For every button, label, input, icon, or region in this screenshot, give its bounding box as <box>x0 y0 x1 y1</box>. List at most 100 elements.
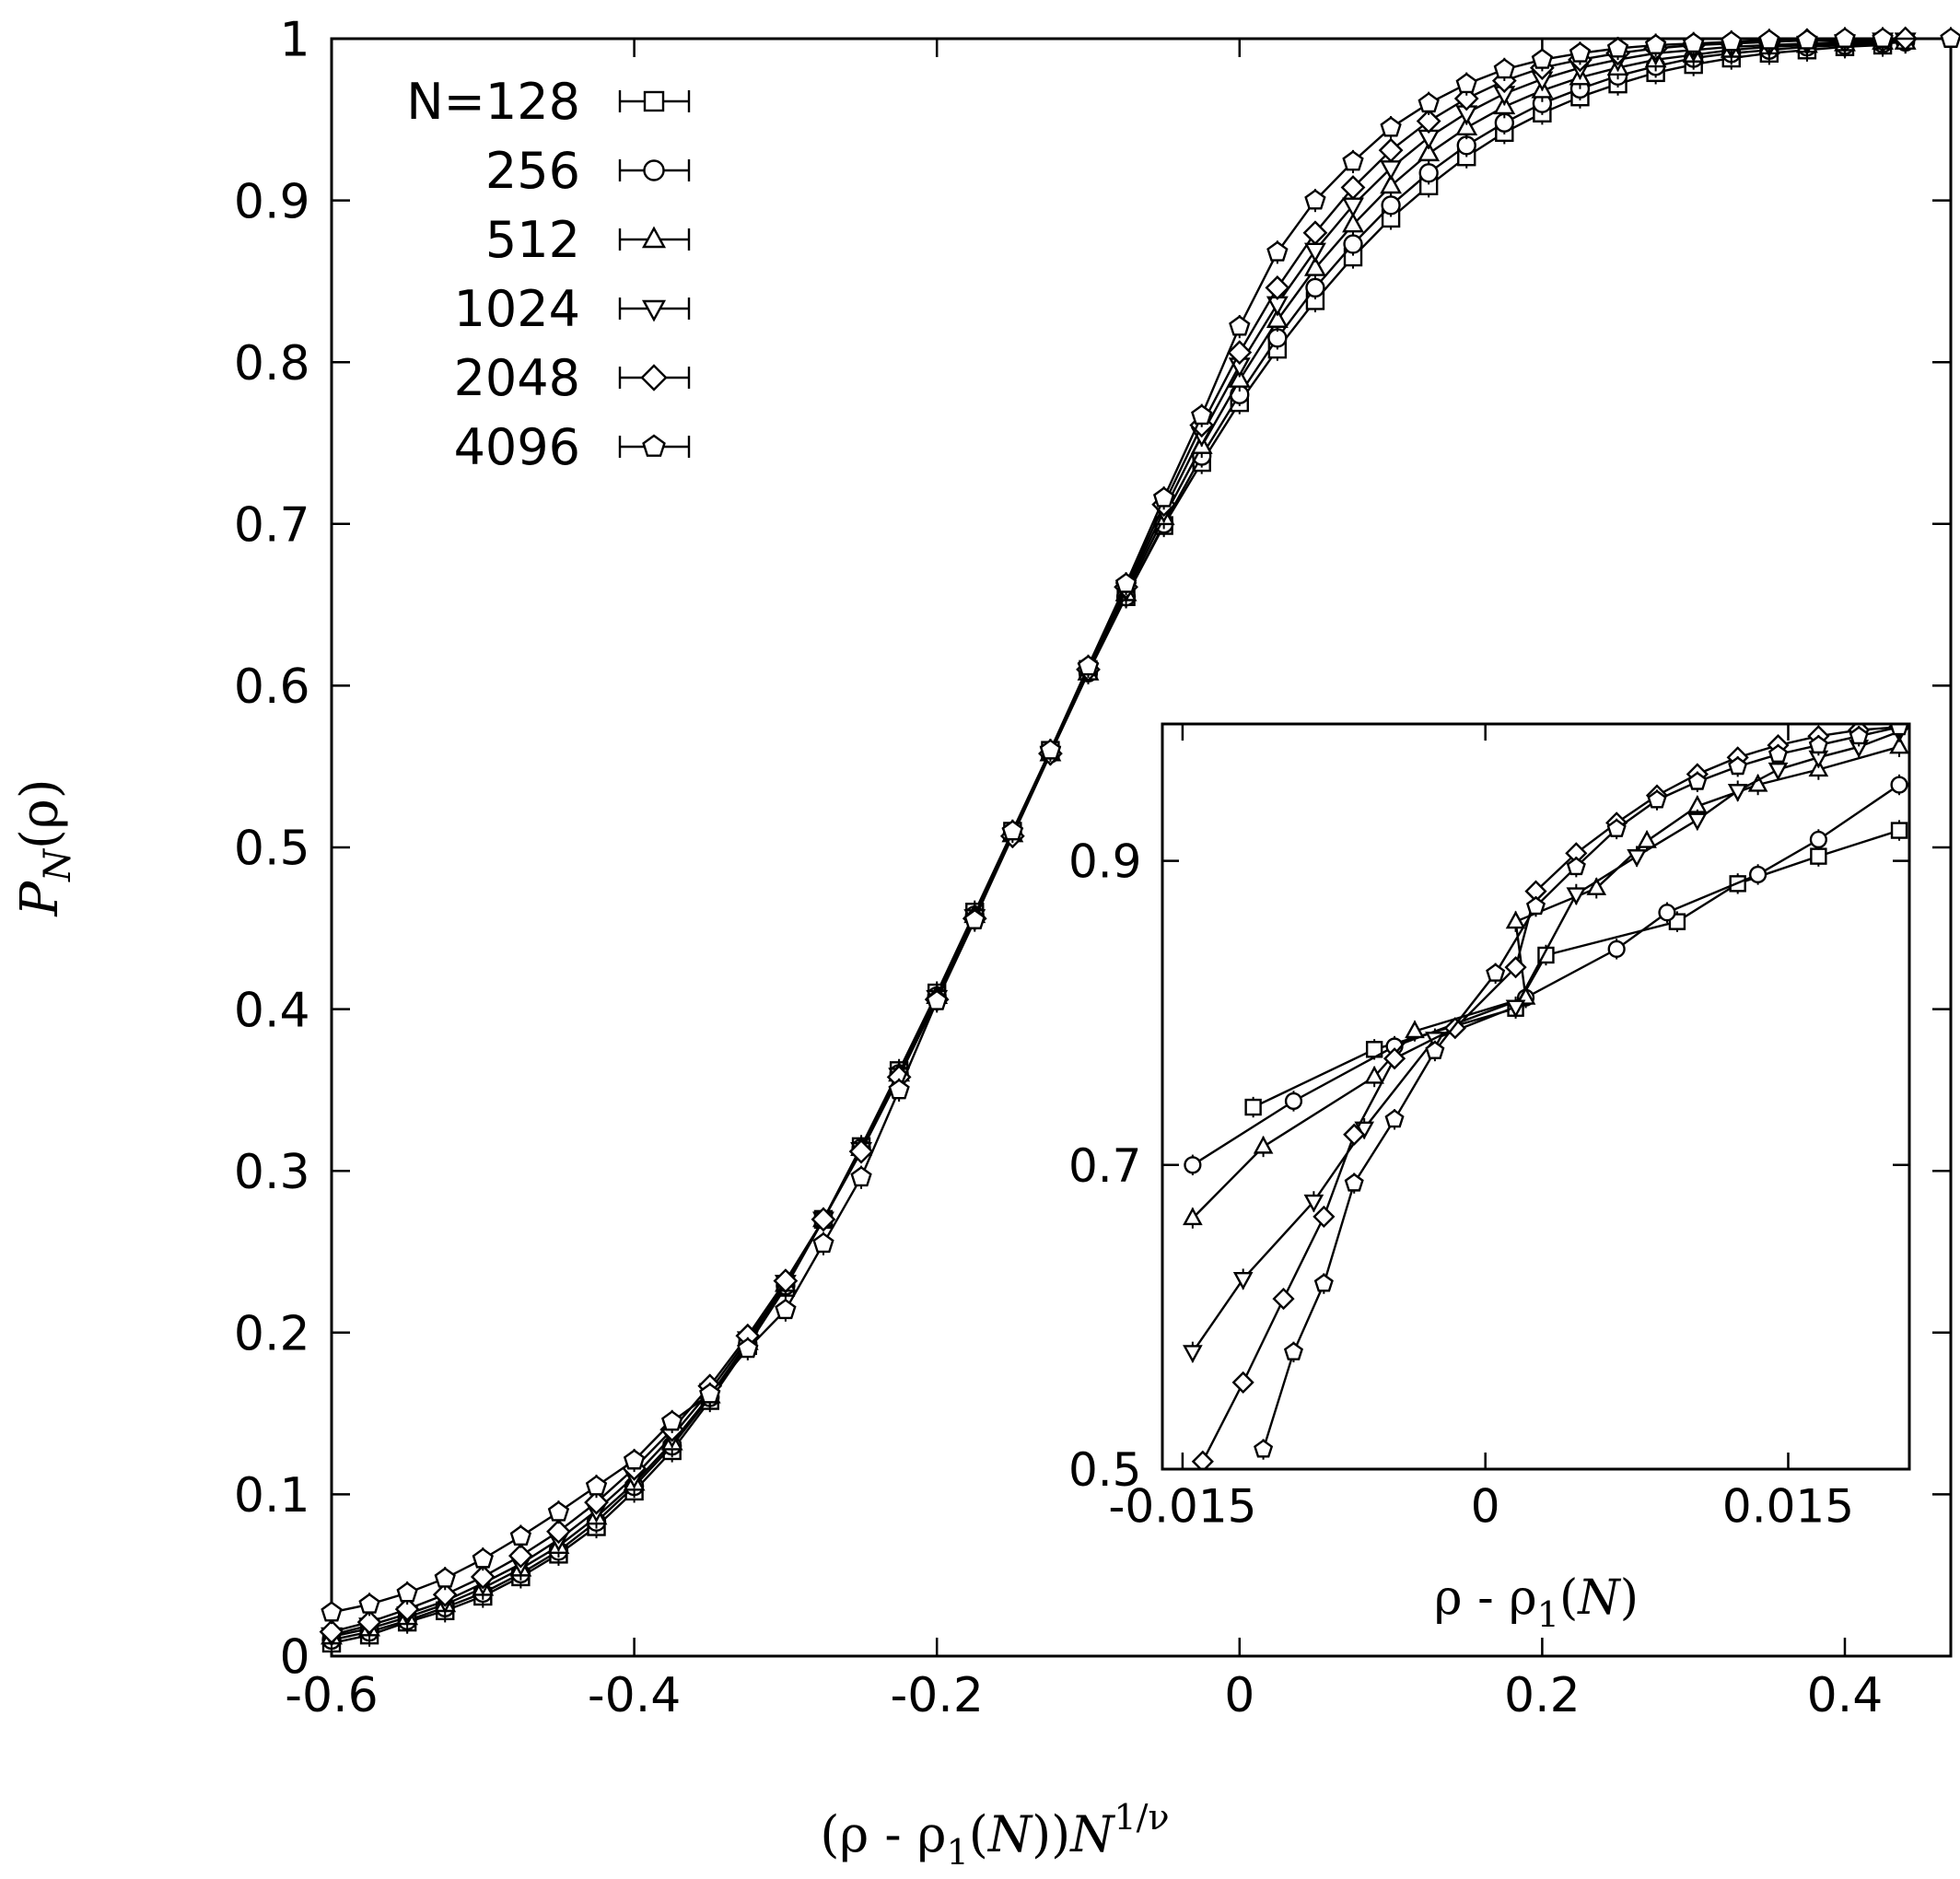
inset-x-tick-label: 0 <box>1471 1480 1500 1534</box>
main-series-4096 <box>321 27 1960 1625</box>
main-data-point-4096 <box>1834 27 1856 48</box>
main-y-tick-label: 0 <box>280 1630 310 1686</box>
inset-series-4096 <box>1254 724 1909 1460</box>
inset-data-point-1024 <box>1566 887 1587 906</box>
main-data-point-4096 <box>812 1231 834 1254</box>
inset-data-point-4096 <box>1728 756 1748 776</box>
inset-data-point-256 <box>1890 776 1908 794</box>
inset-x-tick-label: -0.015 <box>1108 1480 1256 1534</box>
inset-data-point-128 <box>1244 1098 1262 1116</box>
main-data-point-2048 <box>1265 275 1290 300</box>
main-data-point-4096 <box>1683 31 1705 53</box>
main-data-point-2048 <box>1453 86 1479 111</box>
main-data-point-2048 <box>811 1207 836 1232</box>
main-data-point-512 <box>1455 115 1478 135</box>
main-data-point-4096 <box>1940 27 1960 48</box>
main-data-point-4096 <box>1455 72 1477 94</box>
legend-entry-4096: 4096 <box>454 418 691 476</box>
legend-entry-256: 256 <box>485 142 691 200</box>
main-data-point-2048 <box>546 1519 571 1545</box>
main-data-point-2048 <box>848 1138 874 1164</box>
main-data-point-2048 <box>1227 340 1253 366</box>
main-x-tick-label: 0.2 <box>1504 1668 1581 1723</box>
legend-label-1024: 1024 <box>454 280 580 338</box>
main-data-point-2048 <box>584 1489 609 1515</box>
inset-data-point-512 <box>1253 1135 1274 1154</box>
inset-y-tick-label: 0.9 <box>1068 835 1142 889</box>
main-data-point-4096 <box>358 1593 380 1614</box>
inset-series-256 <box>1184 774 1908 1175</box>
main-data-point-2048 <box>470 1564 496 1590</box>
main-data-point-512 <box>1304 256 1326 276</box>
inset-data-point-4096 <box>1254 1439 1274 1458</box>
inset-data-point-4096 <box>1525 896 1546 916</box>
main-data-point-512 <box>1228 368 1251 388</box>
legend-entry-2048: 2048 <box>454 349 691 407</box>
main-data-point-4096 <box>1721 30 1743 52</box>
main-x-tick-label: -0.6 <box>285 1668 378 1723</box>
inset-data-point-1024 <box>1232 1272 1254 1290</box>
inset-data-point-256 <box>1184 1156 1202 1174</box>
inset-data-point-1024 <box>1303 1194 1324 1213</box>
main-data-point-4096 <box>1191 403 1213 426</box>
inset-data-point-1024 <box>1505 999 1526 1019</box>
main-plot: -0.6 -0.4 -0.2 0 0.2 0.4 0 0.1 0.2 0.3 0.4 0.5 0.6 0.… <box>10 13 1960 1873</box>
main-data-point-4096 <box>1418 91 1440 113</box>
main-data-point-4096 <box>1229 315 1251 336</box>
inset-data-point-2048 <box>1272 1287 1295 1311</box>
inset-data-point-2048 <box>1343 1123 1366 1146</box>
main-data-point-2048 <box>394 1596 420 1622</box>
legend-label-4096: 4096 <box>454 418 580 476</box>
inset-data-point-2048 <box>1382 1047 1406 1070</box>
inset-data-point-4096 <box>1808 735 1828 754</box>
inset-data-point-512 <box>1586 877 1607 895</box>
inset-data-point-1024 <box>1687 812 1708 832</box>
inset-x-tick-label: 0.015 <box>1722 1480 1854 1534</box>
main-data-point-512 <box>1418 141 1441 162</box>
inset-data-point-1024 <box>1183 1345 1203 1363</box>
inset-data-point-4096 <box>1384 1109 1405 1128</box>
main-data-point-4096 <box>660 1410 683 1431</box>
main-data-point-4096 <box>1304 189 1326 210</box>
legend-marker-128 <box>643 90 665 112</box>
legend-entry-512: 512 <box>485 211 691 269</box>
inset-data-point-4096 <box>1344 1173 1364 1192</box>
main-data-point-4096 <box>321 1601 343 1622</box>
legend-marker-256 <box>643 159 665 181</box>
inset-data-point-4096 <box>1849 726 1869 745</box>
legend-marker-4096 <box>642 434 666 457</box>
inset-data-point-2048 <box>1191 1450 1214 1469</box>
main-x-tick-label: -0.4 <box>588 1668 681 1723</box>
main-data-point-4096 <box>1569 41 1592 63</box>
main-data-point-4096 <box>850 1165 872 1187</box>
inset-data-point-512 <box>1364 1065 1384 1084</box>
main-data-point-4096 <box>699 1383 721 1404</box>
main-x-tick-label: 0 <box>1224 1668 1254 1723</box>
inset-data-point-1024 <box>1727 784 1748 802</box>
main-y-tick-label: 0.6 <box>234 659 310 715</box>
main-data-point-4096 <box>926 989 948 1010</box>
main-y-tick-label: 0.3 <box>234 1145 310 1200</box>
main-data-point-512 <box>1266 308 1289 328</box>
inset-plot-frame <box>1161 722 1911 1471</box>
main-data-point-4096 <box>888 1079 910 1100</box>
legend-marker-2048 <box>640 364 668 391</box>
inset-data-point-512 <box>1637 830 1657 848</box>
inset-data-point-4096 <box>1425 1040 1445 1059</box>
inset-data-point-2048 <box>1312 1205 1336 1229</box>
main-data-point-4096 <box>1796 29 1818 50</box>
legend-entry-1024: 1024 <box>454 280 691 338</box>
main-data-point-256 <box>1305 277 1325 298</box>
inset-x-axis-label: ρ - ρ1(N) <box>1434 1570 1639 1635</box>
inset-data-point-512 <box>1405 1020 1425 1039</box>
main-data-point-4096 <box>1644 33 1667 54</box>
main-data-point-4096 <box>396 1581 418 1603</box>
main-y-tick-label: 0.9 <box>234 174 310 229</box>
inset-series-512 <box>1183 735 1909 1229</box>
inset-data-point-1024 <box>1627 849 1647 868</box>
inset-data-point-128 <box>1890 822 1908 839</box>
main-data-point-4096 <box>963 908 986 929</box>
main-data-point-4096 <box>1493 58 1516 79</box>
